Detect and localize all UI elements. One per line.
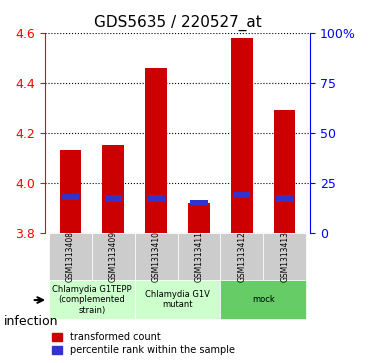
Text: GSM1313408: GSM1313408 [66,231,75,282]
Text: Chlamydia G1V
mutant: Chlamydia G1V mutant [145,290,210,309]
FancyBboxPatch shape [220,280,306,319]
FancyBboxPatch shape [263,233,306,280]
Bar [105,195,122,202]
FancyBboxPatch shape [135,280,220,319]
FancyBboxPatch shape [220,233,263,280]
Text: mock: mock [252,295,275,304]
Legend: transformed count, percentile rank within the sample: transformed count, percentile rank withi… [49,329,238,358]
FancyBboxPatch shape [135,233,177,280]
Bar [62,194,79,200]
Text: GSM1313413: GSM1313413 [280,231,289,282]
Bar [148,195,165,202]
Text: GSM1313412: GSM1313412 [237,231,246,282]
Text: GSM1313409: GSM1313409 [109,231,118,282]
Bar [102,145,124,233]
Text: GSM1313410: GSM1313410 [152,231,161,282]
FancyBboxPatch shape [49,280,135,319]
Bar [233,192,250,198]
Bar [188,203,210,233]
Bar [60,150,81,233]
Bar [274,110,295,233]
Bar [276,195,293,203]
Text: Chlamydia G1TEPP
(complemented
strain): Chlamydia G1TEPP (complemented strain) [52,285,132,314]
Bar [145,68,167,233]
FancyBboxPatch shape [49,233,92,280]
FancyBboxPatch shape [92,233,135,280]
Bar [190,200,207,205]
Text: infection: infection [4,315,58,328]
Text: GSM1313411: GSM1313411 [194,231,203,282]
Bar [231,37,253,233]
FancyBboxPatch shape [177,233,220,280]
Title: GDS5635 / 220527_at: GDS5635 / 220527_at [93,15,262,31]
